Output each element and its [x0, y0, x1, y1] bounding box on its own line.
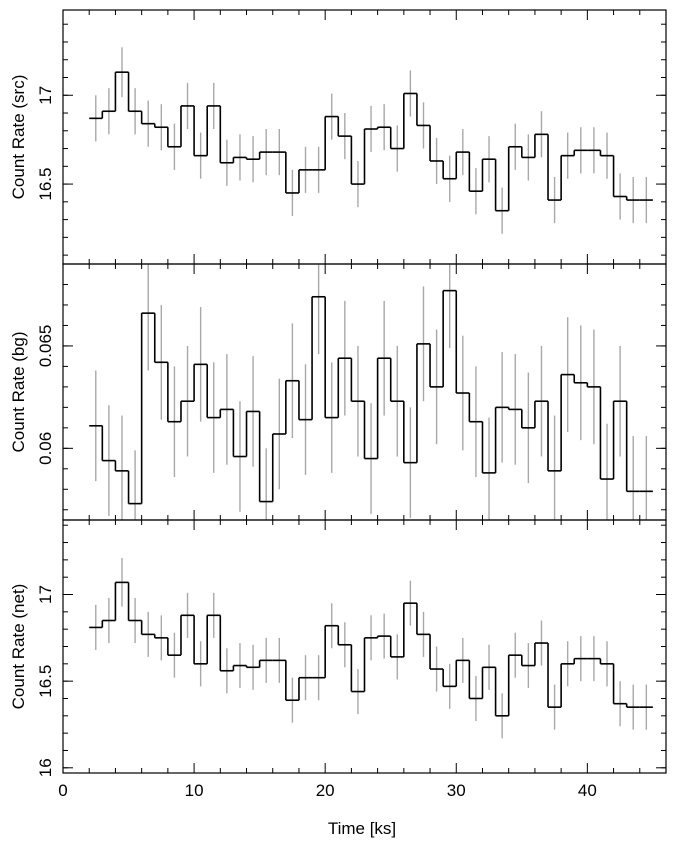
y-tick-label: 0.065	[36, 325, 55, 368]
panel-frame	[62, 263, 667, 521]
x-tick-label: 10	[185, 781, 204, 800]
y-tick-label: 17	[36, 585, 55, 604]
y-tick-label: 17	[36, 86, 55, 105]
y-tick-label: 16.5	[36, 168, 55, 201]
y-tick-label: 16.5	[36, 665, 55, 698]
y-axis-label: Count Rate (net)	[9, 584, 28, 710]
x-axis-label: Time [ks]	[328, 819, 396, 838]
y-tick-label: 16	[36, 758, 55, 777]
panel-1: 16.5 17 Count Rate (src)	[9, 9, 667, 265]
panel-3: 16 16.5 17 Count Rate (net)	[9, 519, 667, 777]
x-tick-label: 40	[578, 781, 597, 800]
panels: 16.5 17 Count Rate (src) 0.06 0.065 Count Rat…	[9, 9, 667, 800]
y-tick-label: 0.06	[36, 432, 55, 465]
x-tick-label: 30	[447, 781, 466, 800]
panel-2: 0.06 0.065 Count Rate (bg)	[9, 263, 667, 521]
y-axis-label: Count Rate (src)	[9, 75, 28, 200]
x-tick-label: 20	[316, 781, 335, 800]
x-tick-label: 0	[58, 781, 67, 800]
y-axis-label: Count Rate (bg)	[9, 332, 28, 453]
